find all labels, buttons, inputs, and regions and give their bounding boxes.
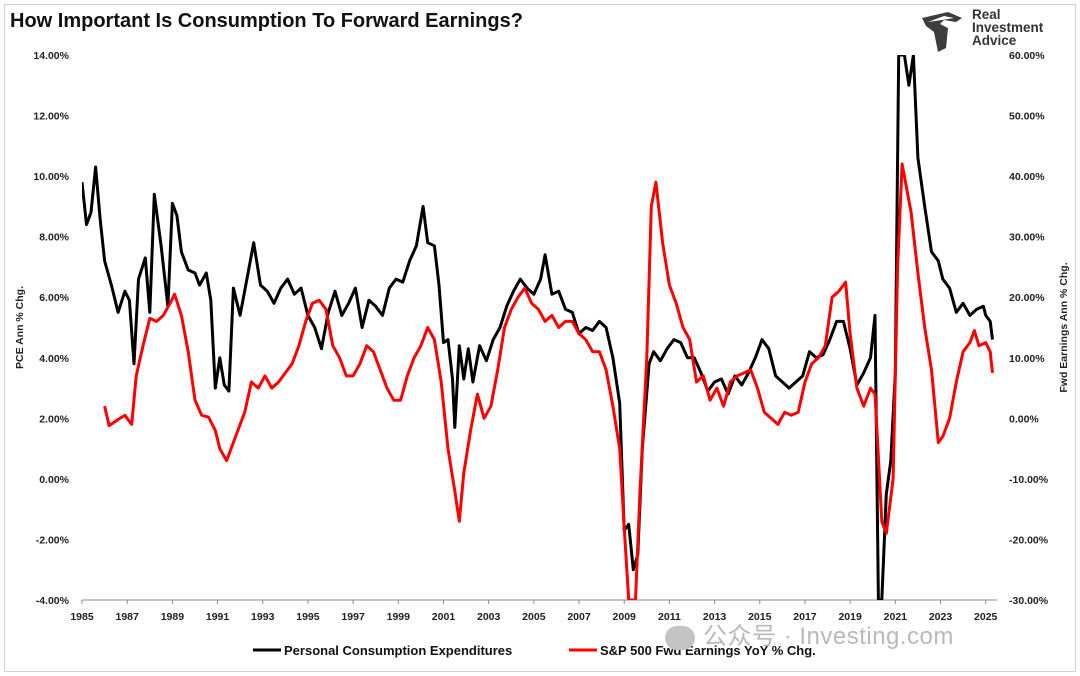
logo-text: Real Investment Advice — [972, 7, 1044, 48]
x-tick-label: 2011 — [658, 611, 681, 623]
y-left-tick-label: 12.00% — [33, 111, 69, 123]
y-right-tick-label: 60.00% — [1009, 50, 1045, 62]
legend-group: Personal Consumption Expenditures S&P 500… — [253, 643, 816, 658]
y-right-tick-label: 50.00% — [1009, 111, 1045, 123]
x-tick-label: 2023 — [929, 611, 953, 623]
y-left-tick-label: -4.00% — [36, 595, 70, 607]
x-tick-label: 2005 — [522, 611, 546, 623]
watermark: 公众号 · Investing.com — [665, 616, 954, 651]
legend-earnings-label: S&P 500 Fwd Earnings YoY % Chg. — [600, 643, 816, 658]
logo-line-1: Real — [972, 7, 1001, 22]
x-tick-label: 1995 — [296, 611, 320, 623]
y-left-tick-label: 8.00% — [39, 232, 69, 244]
x-tick-label: 2017 — [793, 611, 817, 623]
y-left-tick-label: 0.00% — [39, 474, 69, 486]
y-right-tick-label: 40.00% — [1009, 171, 1045, 183]
x-tick-label: 2021 — [884, 611, 908, 623]
y-left-tick-label: 10.00% — [33, 171, 69, 183]
eagle-head-icon — [922, 12, 962, 52]
y-left-tick-label: 14.00% — [33, 50, 69, 62]
earnings-series-line — [103, 162, 994, 600]
axes-group: 1985 1987 1989 1991 1993 1995 1997 1999 2001 2003… — [14, 50, 1070, 623]
x-tick-label: 1991 — [206, 611, 230, 623]
x-tick-label: 2009 — [613, 611, 637, 623]
chart-title: How Important Is Consumption To Forward … — [10, 10, 523, 32]
x-tick-label: 1993 — [251, 611, 275, 623]
x-tick-label: 1989 — [161, 611, 185, 623]
chart-frame — [4, 4, 1076, 672]
x-tick-label: 1985 — [70, 611, 94, 623]
y-right-tick-label: 30.00% — [1009, 232, 1045, 244]
series-layer — [82, 55, 994, 600]
y-left-tick-label: 4.00% — [39, 353, 69, 365]
legend-pce-label: Personal Consumption Expenditures — [284, 643, 512, 658]
x-tick-label: 2007 — [567, 611, 591, 623]
y-left-tick-label: -2.00% — [36, 534, 70, 546]
x-tick-label: 2015 — [748, 611, 772, 623]
y-right-tick-label: -10.00% — [1009, 474, 1049, 486]
y-right-tick-label: 0.00% — [1009, 413, 1039, 425]
x-tick-label: 2001 — [432, 611, 456, 623]
x-tick-label: 2013 — [703, 611, 727, 623]
y-right-axis-title: Fwd Earnings Ann % Chg. — [1058, 262, 1070, 392]
y-left-tick-label: 6.00% — [39, 292, 69, 304]
y-right-tick-label: 20.00% — [1009, 292, 1045, 304]
logo-line-3: Advice — [972, 33, 1017, 48]
wechat-icon — [665, 625, 695, 650]
y-left-axis-title: PCE Ann % Chg. — [14, 286, 26, 369]
x-tick-label: 2003 — [477, 611, 501, 623]
y-right-tick-label: 10.00% — [1009, 353, 1045, 365]
y-right-tick-label: -20.00% — [1009, 534, 1049, 546]
logo-line-2: Investment — [972, 20, 1044, 35]
y-left-tick-label: 2.00% — [39, 413, 69, 425]
watermark-text: 公众号 · Investing.com — [703, 623, 954, 650]
x-tick-label: 2025 — [974, 611, 998, 623]
x-tick-label: 1987 — [116, 611, 140, 623]
x-tick-label: 1999 — [387, 611, 411, 623]
x-tick-label: 1997 — [341, 611, 365, 623]
y-right-tick-label: -30.00% — [1009, 595, 1049, 607]
x-tick-label: 2019 — [838, 611, 862, 623]
pce-series-line — [82, 55, 994, 600]
brand-logo: Real Investment Advice — [918, 8, 1068, 58]
